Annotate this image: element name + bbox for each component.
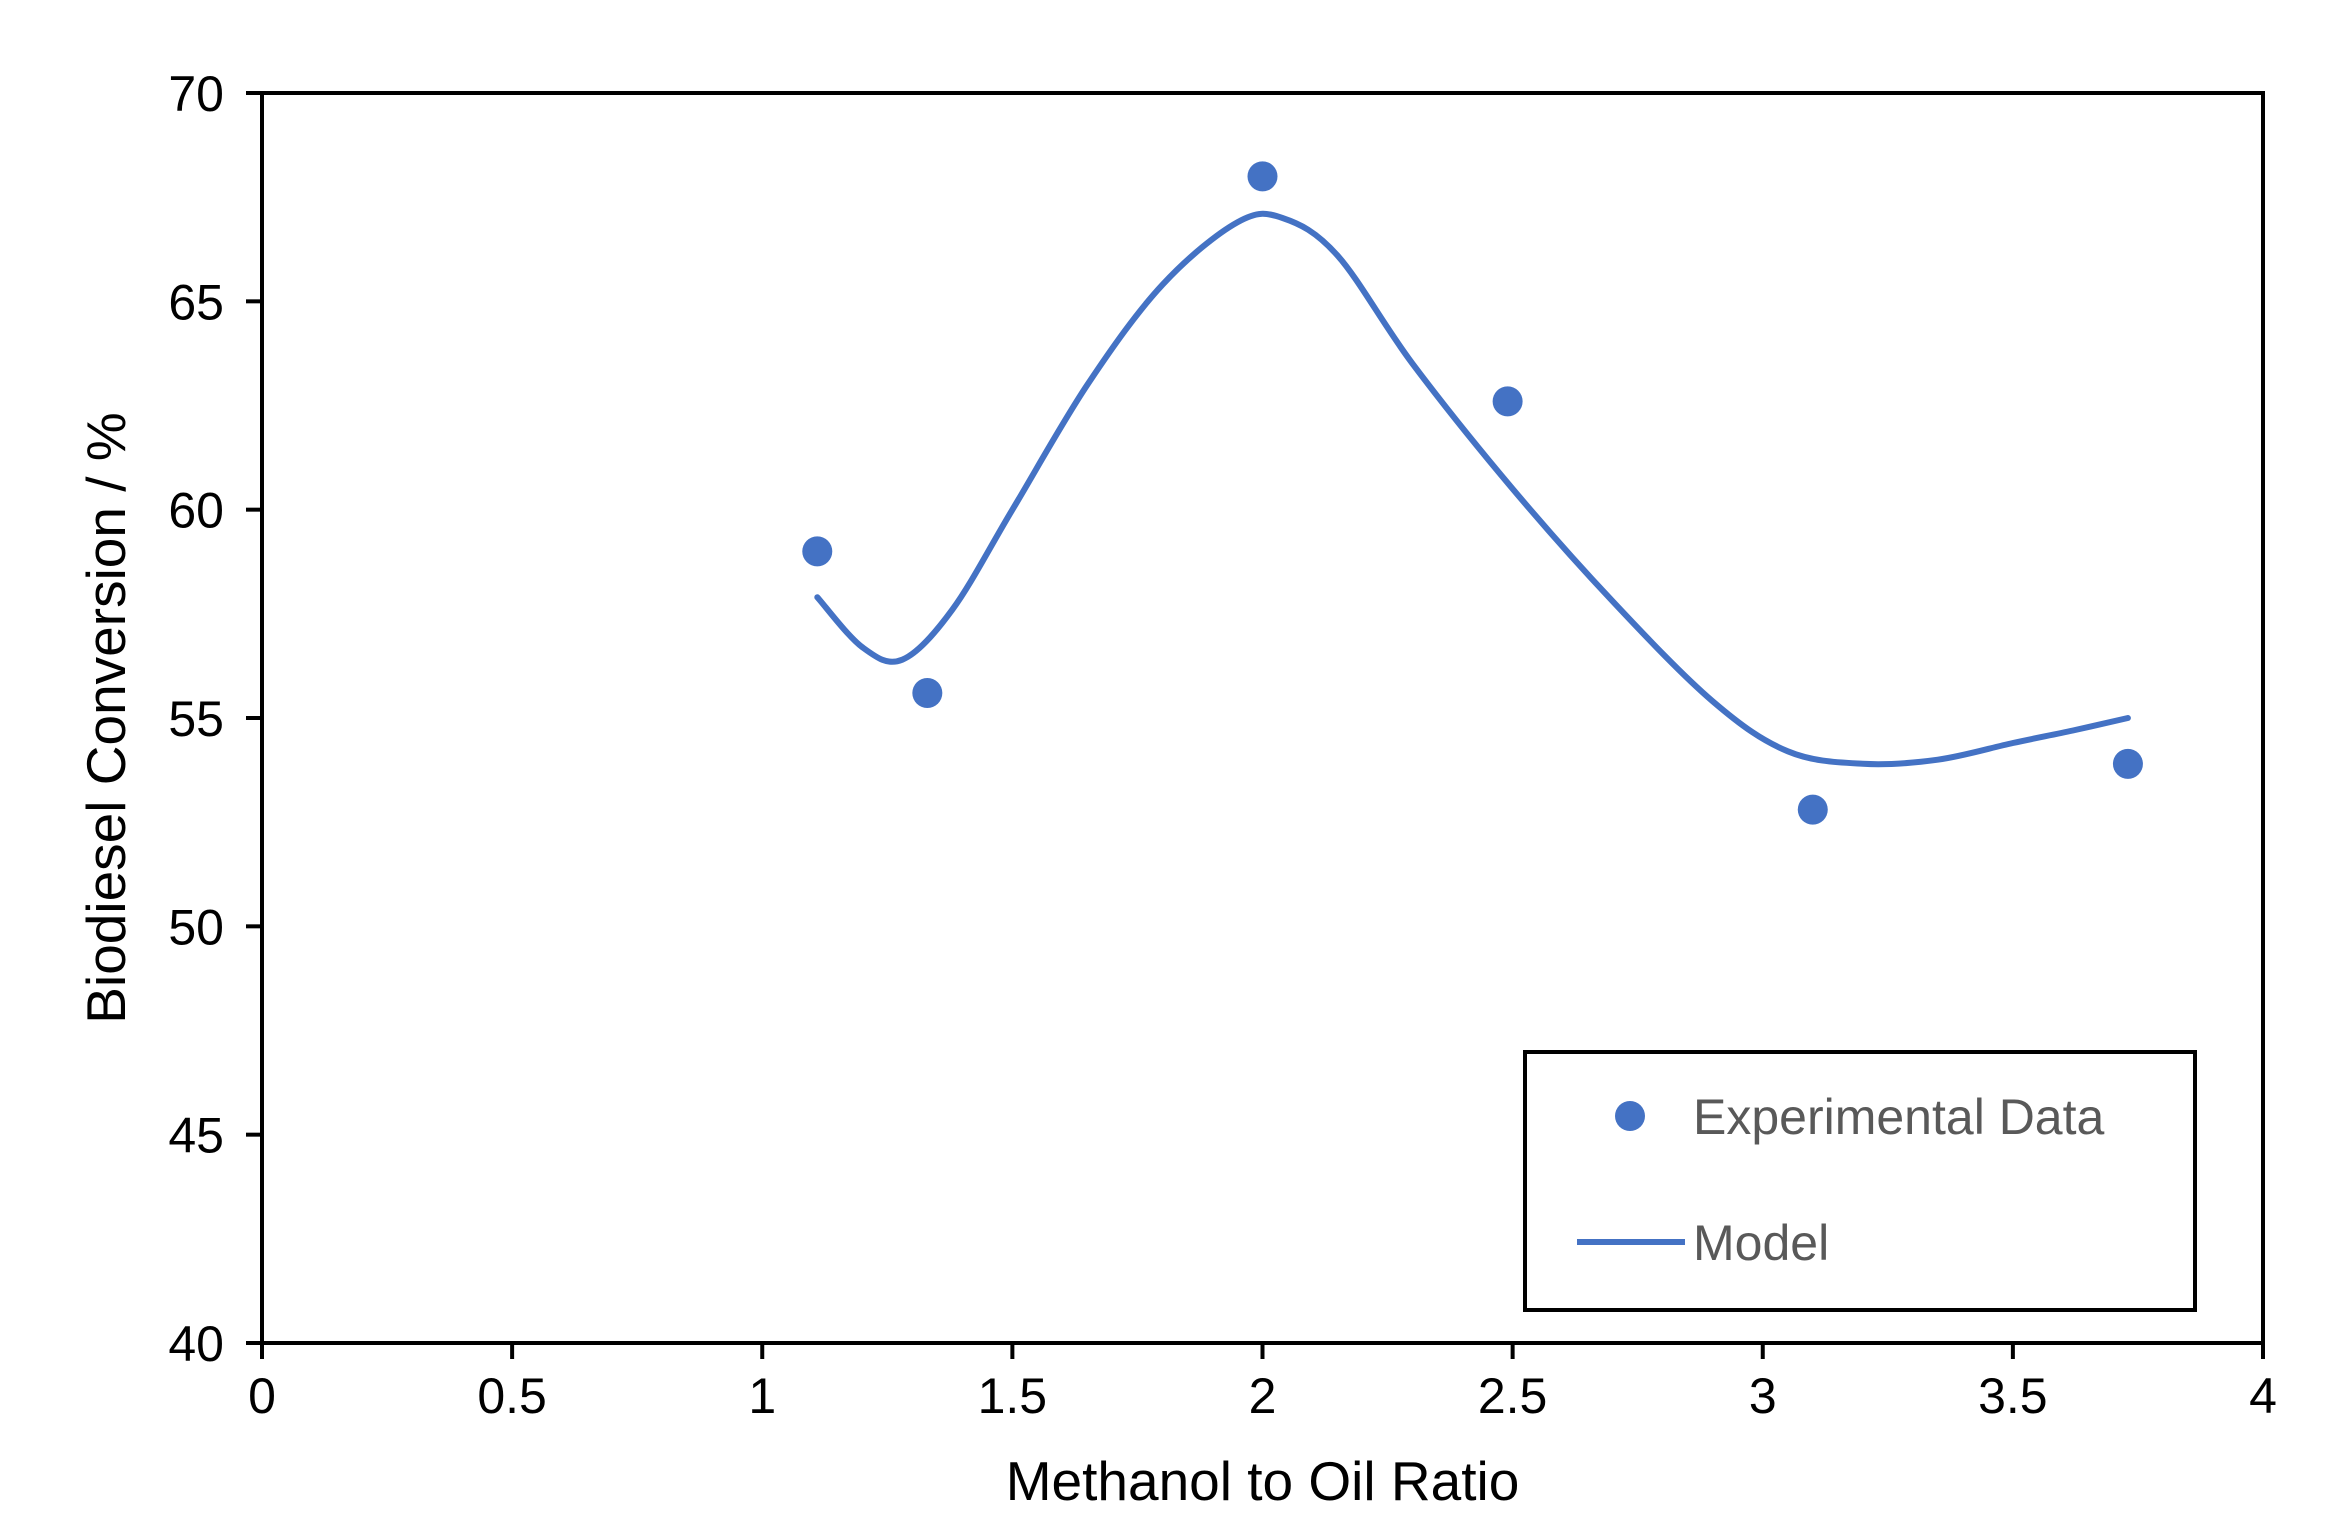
experimental-data-point (912, 678, 943, 708)
legend-marker-experimental (1615, 1101, 1645, 1131)
x-tick-label: 2 (1249, 1368, 1277, 1424)
x-tick-label: 1.5 (978, 1368, 1048, 1424)
x-axis-title: Methanol to Oil Ratio (1006, 1450, 1520, 1512)
y-tick-label: 45 (168, 1108, 224, 1164)
x-tick-label: 2.5 (1478, 1368, 1548, 1424)
legend-label-model: Model (1693, 1215, 1829, 1271)
x-tick-label: 0.5 (477, 1368, 547, 1424)
x-tick-label: 3 (1749, 1368, 1777, 1424)
experimental-data-point (1797, 794, 1828, 825)
experimental-data-point (802, 536, 833, 567)
model-line (814, 210, 2131, 768)
y-tick-label: 60 (168, 483, 224, 539)
x-tick-label: 4 (2249, 1368, 2277, 1424)
x-tick-label: 0 (248, 1368, 276, 1424)
y-tick-label: 55 (168, 691, 224, 747)
y-tick-label: 70 (168, 66, 224, 122)
legend: Experimental Data Model (1523, 1050, 2197, 1312)
legend-label-experimental: Experimental Data (1693, 1089, 2104, 1145)
x-tick-label: 1 (748, 1368, 776, 1424)
x-tick-label: 3.5 (1978, 1368, 2048, 1424)
y-tick-label: 50 (168, 899, 224, 955)
axes: 0 0.5 1 1.5 2 2.5 3 3.5 4 40 45 50 55 60 65 70 Methanol … (75, 66, 2277, 1512)
experimental-data-point (1247, 161, 1278, 192)
series-layer (802, 161, 2143, 825)
experimental-data-point (1492, 386, 1523, 417)
y-tick-label: 40 (168, 1316, 224, 1372)
experimental-data-point (2112, 748, 2143, 779)
y-axis-title: Biodiesel Conversion / % (75, 412, 137, 1023)
y-tick-label: 65 (168, 274, 224, 330)
legend-box (1523, 1050, 2197, 1312)
